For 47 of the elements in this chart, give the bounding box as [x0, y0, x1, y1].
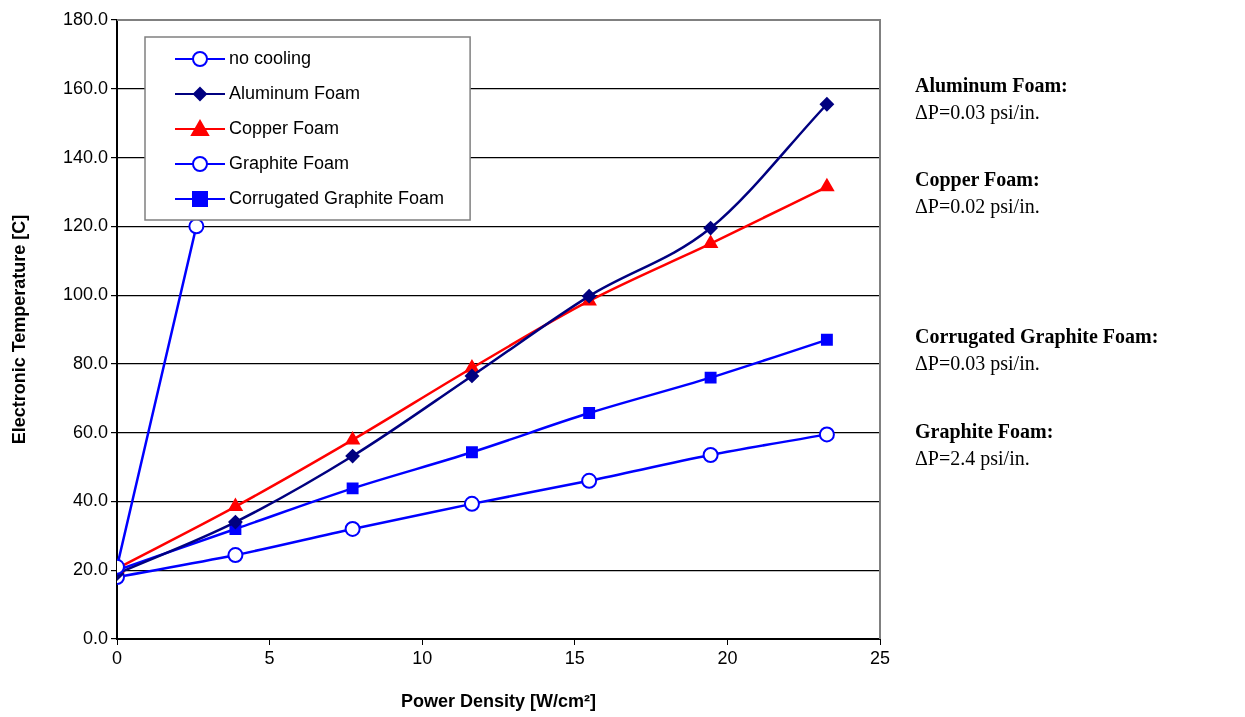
- text: Copper Foam: ΔP=0.02 psi/in.: [915, 167, 1040, 220]
- legend-label: no cooling: [229, 47, 312, 68]
- point: [702, 447, 719, 464]
- y-tick-label: 100.0: [62, 284, 108, 305]
- y-tick-label: 40.0: [72, 490, 108, 511]
- y-tick-label: 140.0: [62, 146, 108, 167]
- point: [227, 547, 244, 564]
- point: [344, 520, 361, 537]
- point: [703, 221, 718, 236]
- point: [581, 472, 598, 489]
- point: [464, 368, 479, 383]
- x-axis-title: Power Density [W/cm²]: [400, 691, 597, 712]
- point: [583, 407, 596, 420]
- x-tick-label: 25: [869, 647, 891, 668]
- text: Graphite Foam: ΔP=2.4 psi/in.: [915, 419, 1054, 472]
- legend-label: Graphite Foam: [229, 152, 350, 173]
- legend-label: Copper Foam: [229, 117, 340, 138]
- text: Aluminum Foam: ΔP=0.03 psi/in.: [915, 73, 1068, 126]
- legend-label: Corrugated Graphite Foam: [229, 187, 445, 208]
- point: [346, 482, 359, 495]
- point: [703, 235, 718, 249]
- point: [345, 449, 360, 464]
- point: [704, 371, 717, 384]
- x-tick-label: 20: [717, 647, 738, 668]
- point: [820, 333, 833, 346]
- point: [819, 178, 834, 192]
- point: [228, 498, 243, 512]
- x-tick-label: 5: [264, 647, 275, 668]
- text: Corrugated Graphite Foam: ΔP=0.03 psi/in.: [915, 324, 1159, 377]
- y-tick-label: 180.0: [62, 8, 108, 29]
- x-tick-label: 15: [564, 647, 585, 668]
- legend-label: Aluminum Foam: [229, 82, 361, 103]
- point: [466, 446, 478, 459]
- y-tick-label: 80.0: [72, 352, 108, 373]
- y-tick-label: 60.0: [72, 421, 108, 442]
- point: [345, 431, 360, 445]
- x-tick-label: 10: [412, 647, 433, 668]
- point: [818, 426, 835, 443]
- y-tick-label: 0.0: [82, 627, 108, 648]
- y-axis-title: Electronic Temperature [C]: [8, 214, 29, 445]
- y-tick-label: 20.0: [72, 559, 108, 580]
- point: [463, 495, 480, 512]
- y-tick-label: 160.0: [62, 77, 108, 98]
- point: [819, 97, 834, 112]
- y-tick-label: 120.0: [62, 215, 108, 236]
- x-tick-label: 0: [111, 647, 123, 668]
- point: [228, 515, 243, 530]
